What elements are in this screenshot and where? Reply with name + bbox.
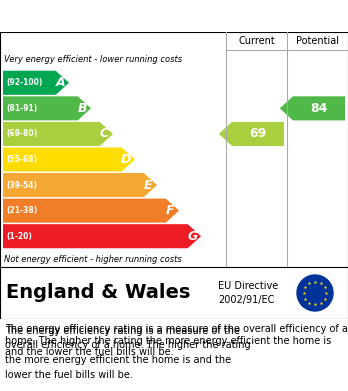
- Text: (39-54): (39-54): [6, 181, 37, 190]
- Text: F: F: [166, 204, 175, 217]
- Text: 84: 84: [310, 102, 328, 115]
- Text: the more energy efficient the home is and the: the more energy efficient the home is an…: [5, 355, 231, 365]
- Text: The energy efficiency rating is a measure of the: The energy efficiency rating is a measur…: [5, 326, 240, 336]
- Polygon shape: [3, 173, 157, 197]
- Text: lower the fuel bills will be.: lower the fuel bills will be.: [5, 369, 133, 380]
- Text: E: E: [144, 179, 153, 192]
- Text: (1-20): (1-20): [6, 232, 32, 241]
- Polygon shape: [3, 71, 69, 95]
- Text: 69: 69: [250, 127, 267, 140]
- Text: (69-80): (69-80): [6, 129, 37, 138]
- Text: Potential: Potential: [296, 36, 339, 46]
- Text: (81-91): (81-91): [6, 104, 37, 113]
- Text: D: D: [121, 153, 132, 166]
- Text: Energy Efficiency Rating: Energy Efficiency Rating: [10, 9, 232, 23]
- Text: Current: Current: [238, 36, 275, 46]
- Text: The energy efficiency rating is a measure of the overall efficiency of a home. T: The energy efficiency rating is a measur…: [5, 324, 348, 357]
- Text: England & Wales: England & Wales: [6, 283, 190, 303]
- Text: A: A: [56, 76, 65, 89]
- Circle shape: [297, 275, 333, 311]
- Text: (55-68): (55-68): [6, 155, 37, 164]
- Polygon shape: [3, 96, 91, 120]
- Text: C: C: [100, 127, 109, 140]
- Text: (21-38): (21-38): [6, 206, 37, 215]
- Text: G: G: [187, 230, 198, 243]
- Polygon shape: [3, 224, 201, 248]
- Text: (92-100): (92-100): [6, 78, 42, 87]
- Polygon shape: [219, 122, 284, 146]
- Text: overall efficiency of a home. The higher the rating: overall efficiency of a home. The higher…: [5, 341, 251, 350]
- Polygon shape: [280, 96, 345, 120]
- Polygon shape: [3, 147, 135, 172]
- Text: EU Directive
2002/91/EC: EU Directive 2002/91/EC: [218, 282, 278, 305]
- Polygon shape: [3, 199, 179, 223]
- Text: Very energy efficient - lower running costs: Very energy efficient - lower running co…: [4, 56, 182, 65]
- Text: Not energy efficient - higher running costs: Not energy efficient - higher running co…: [4, 255, 182, 264]
- Text: B: B: [78, 102, 87, 115]
- Polygon shape: [3, 122, 113, 146]
